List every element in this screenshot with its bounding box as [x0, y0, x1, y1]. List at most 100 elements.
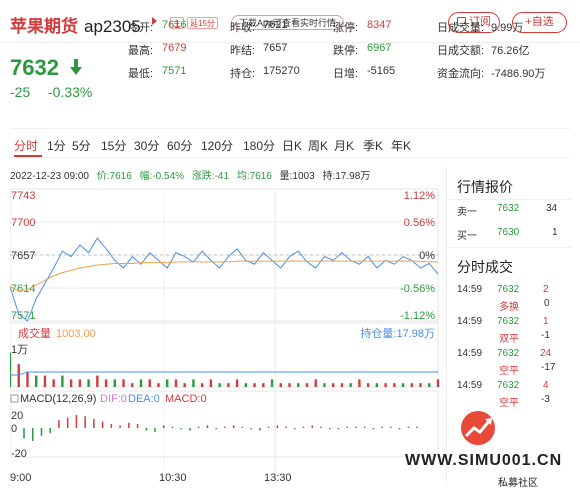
volume-bar [26, 371, 29, 387]
tab-1[interactable]: 1分 [47, 139, 66, 153]
macd-dif: DIF:0 [100, 393, 127, 405]
main-contract-badge: 主 [170, 17, 184, 29]
trade-volume: 24 [540, 348, 552, 359]
tab-4[interactable]: 30分 [134, 139, 160, 153]
tab-0[interactable]: 分时 [14, 139, 39, 153]
tab-2[interactable]: 5分 [72, 139, 91, 153]
watermark-subtitle: 私募社区 [498, 478, 538, 489]
subscribe-button[interactable]: 订阅 [448, 12, 500, 33]
trade-price: 7632 [497, 380, 520, 391]
tab-7[interactable]: 180分 [243, 139, 276, 153]
trade-price: 7632 [497, 284, 520, 295]
trade-oi-change: -17 [541, 362, 556, 373]
tab-5[interactable]: 60分 [167, 139, 193, 153]
info-datetime: 2022-12-23 09:00 [10, 171, 89, 182]
volume-bar [358, 379, 361, 387]
trade-time: 14:59 [457, 380, 483, 391]
volume-label: 成交量 [18, 326, 51, 340]
volume-bar [262, 383, 265, 387]
volume-bar [401, 383, 405, 387]
quote-label: 日成交量: [437, 22, 485, 34]
info-change: 涨跌:-41 [191, 171, 230, 182]
quote-label: 昨收: [230, 22, 256, 34]
volume-bar [288, 383, 291, 387]
y-label-left: 7614 [11, 283, 35, 295]
trades-panel-title: 分时成交 [457, 259, 513, 275]
quote-value: 7571 [162, 65, 187, 77]
trade-time: 14:59 [457, 348, 483, 359]
trade-oi-change: -1 [541, 330, 550, 341]
down-arrow-icon [70, 59, 82, 75]
volume-bar [192, 379, 195, 387]
divider [447, 199, 571, 200]
volume-bar [61, 375, 64, 387]
delay-badge: 延15分 [187, 17, 218, 29]
quote-label: 今开: [128, 22, 154, 34]
trade-oi-change: 0 [544, 298, 550, 309]
x-label: 13:30 [264, 472, 292, 484]
volume-bar [78, 379, 82, 387]
volume-bar [227, 383, 230, 387]
download-app-button[interactable]: 下载App可查看实时行情 [231, 15, 345, 30]
tab-3[interactable]: 15分 [101, 139, 127, 153]
right-panel: 行情报价 卖一 7632 34 买一 7630 1 分时成交 14:59 7632… [446, 167, 571, 487]
add-watchlist-button[interactable]: +自选 [512, 12, 567, 33]
volume-bar [410, 383, 413, 387]
y-label-right: 0% [419, 250, 435, 262]
volume-bar [244, 383, 248, 387]
subscribe-label: 订阅 [469, 16, 491, 28]
y-label-left: 7700 [11, 217, 35, 229]
divider [447, 247, 571, 248]
volume-axis-label: 1万 [11, 344, 28, 356]
y-label-left: 7657 [11, 250, 35, 262]
tab-8[interactable]: 日K [282, 139, 303, 153]
trade-oi-change: -3 [541, 394, 550, 405]
volume-bar [384, 383, 387, 387]
trade-type: 空平 [499, 366, 519, 377]
quote-label: 持仓: [230, 68, 256, 80]
tab-10[interactable]: 月K [334, 139, 355, 153]
bid-label: 买一 [457, 231, 477, 242]
expand-triangle-icon[interactable] [152, 17, 157, 25]
open-interest-line [10, 371, 438, 376]
ask-price: 7632 [497, 203, 520, 214]
tab-9[interactable]: 周K [308, 139, 329, 153]
watermark-site: WWW.SIMU001.CN [405, 452, 563, 469]
volume-bar [253, 383, 256, 387]
intraday-chart[interactable]: 7743 7700 7657 7614 7571 1.12% 0.56% 0% -0.56% -1… [10, 185, 440, 485]
volume-bar [218, 383, 221, 387]
trade-volume: 4 [543, 380, 549, 391]
period-tabs: 分时 1分 5分 15分 30分 60分 120分 180分 日K 周K 月K 季K 年K [10, 128, 570, 158]
active-tab-underline [14, 155, 42, 157]
trade-type: 多换 [499, 302, 519, 313]
tab-12[interactable]: 年K [391, 139, 412, 153]
tab-6[interactable]: 120分 [201, 139, 234, 153]
quote-value: 8347 [367, 19, 392, 31]
volume-bar [297, 383, 300, 387]
volume-bar [122, 379, 125, 387]
trade-time: 14:59 [457, 284, 483, 295]
open-interest-label: 持仓量:17.98万 [360, 326, 435, 340]
macd-label: MACD(12,26,9) [20, 393, 96, 405]
trade-type: 空平 [499, 398, 519, 409]
volume-bar [69, 379, 73, 387]
quote-value: 7616 [162, 19, 187, 31]
watermark: WWW.SIMU001.CN 私募社区 [405, 410, 580, 492]
trade-price: 7632 [497, 316, 520, 327]
info-open-interest: 持:17.98万 [322, 171, 371, 182]
tab-11[interactable]: 季K [363, 139, 384, 153]
price-line [10, 237, 439, 322]
header: 苹果期货 ap2305 主 延15分 下载App可查看实时行情 订阅 +自选 [0, 0, 580, 43]
volume-bar [17, 364, 20, 387]
volume-bar [331, 383, 335, 387]
bid-volume: 1 [552, 227, 558, 238]
volume-bar [200, 383, 204, 387]
volume-bar [305, 383, 309, 387]
y-label-right: -1.12% [400, 310, 435, 322]
volume-panel-frame [10, 322, 439, 388]
volume-value: 1003.00 [56, 328, 96, 340]
volume-bar [148, 379, 151, 387]
quote-value: 9.99万 [491, 22, 524, 34]
quote-value: 7657 [263, 42, 288, 54]
trade-volume: 2 [543, 284, 549, 295]
